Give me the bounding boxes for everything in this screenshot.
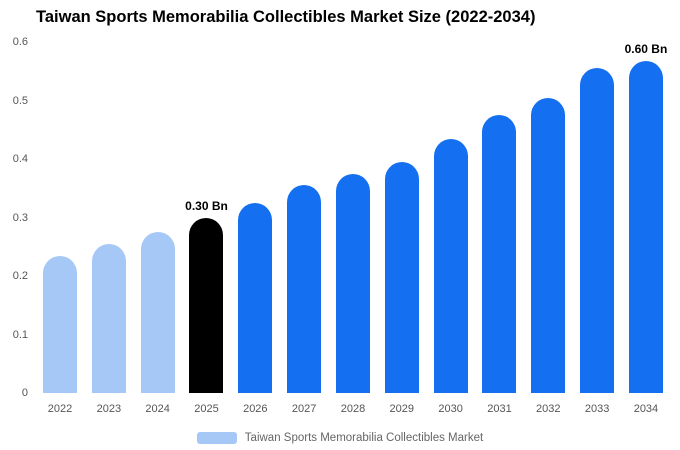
bars-container: 2022 2023 2024 0.30 Bn 2025 2026 2027 2028 2029 2… (36, 42, 670, 416)
x-axis-label: 2024 (145, 403, 170, 415)
chart-title: Taiwan Sports Memorabilia Collectibles M… (36, 8, 536, 26)
bar-group-2025: 0.30 Bn 2025 (182, 42, 230, 416)
bar-group-2032: 2032 (524, 42, 572, 415)
bar-group-2029: 2029 (378, 42, 426, 415)
bar-value-annotation: 0.60 Bn (624, 42, 668, 56)
y-tick-label: 0 (21, 387, 28, 399)
x-axis-label: 2034 (633, 403, 659, 415)
bar-group-2033: 2033 (573, 42, 621, 415)
bar-2032[interactable] (531, 97, 566, 393)
x-axis-label: 2031 (487, 403, 512, 415)
bar-2026[interactable] (238, 202, 273, 393)
bar-2025[interactable] (189, 217, 224, 393)
bar-group-2028: 2028 (329, 42, 377, 415)
x-axis-label: 2029 (389, 403, 415, 415)
bar-group-2026: 2026 (231, 42, 279, 415)
bar-value-annotation: 0.30 Bn (185, 198, 228, 213)
bar-2023[interactable] (91, 243, 126, 393)
bar-group-2022: 2022 (36, 42, 84, 415)
bar-group-2034: 0.60 Bn 2034 (622, 42, 670, 415)
bar-2029[interactable] (384, 161, 419, 393)
x-axis-label: 2023 (96, 403, 122, 415)
bar-2034[interactable] (628, 61, 663, 393)
bar-2027[interactable] (287, 185, 322, 393)
bar-2022[interactable] (43, 255, 77, 393)
y-tick-label: 0.4 (12, 153, 28, 165)
y-tick-label: 0.1 (12, 328, 28, 341)
x-axis-label: 2028 (340, 403, 366, 415)
x-axis-label: 2025 (194, 403, 219, 415)
bar-2031[interactable] (482, 115, 517, 393)
plot-area: 2022 2023 2024 0.30 Bn 2025 2026 2027 2028 2029 2… (36, 42, 670, 416)
x-axis-label: 2022 (47, 403, 73, 415)
x-axis-label: 2027 (291, 403, 317, 415)
bar-2028[interactable] (335, 173, 370, 393)
bar-group-2027: 2027 (280, 42, 328, 415)
y-tick-label: 0.5 (12, 94, 28, 107)
x-axis-label: 2030 (438, 403, 463, 415)
bar-group-2023: 2023 (85, 42, 133, 415)
y-tick-label: 0.6 (12, 36, 28, 48)
bar-group-2030: 2030 (427, 42, 475, 415)
legend-label: Taiwan Sports Memorabilia Collectibles M… (244, 432, 484, 444)
y-axis: 0 0.1 0.2 0.3 0.4 0.5 0.6 (8, 36, 32, 399)
x-axis-label: 2026 (243, 403, 268, 415)
y-tick-label: 0.2 (12, 270, 28, 282)
bar-2033[interactable] (580, 68, 615, 393)
bar-group-2024: 2024 (134, 42, 182, 415)
x-axis-label: 2033 (584, 403, 610, 415)
bar-group-2031: 2031 (475, 42, 523, 415)
legend-swatch-icon (196, 432, 237, 444)
x-axis-label: 2032 (536, 403, 561, 415)
bar-2030[interactable] (433, 138, 468, 393)
y-tick-label: 0.3 (12, 211, 28, 224)
bar-2024[interactable] (140, 232, 175, 393)
legend: Taiwan Sports Memorabilia Collectibles M… (0, 432, 680, 444)
